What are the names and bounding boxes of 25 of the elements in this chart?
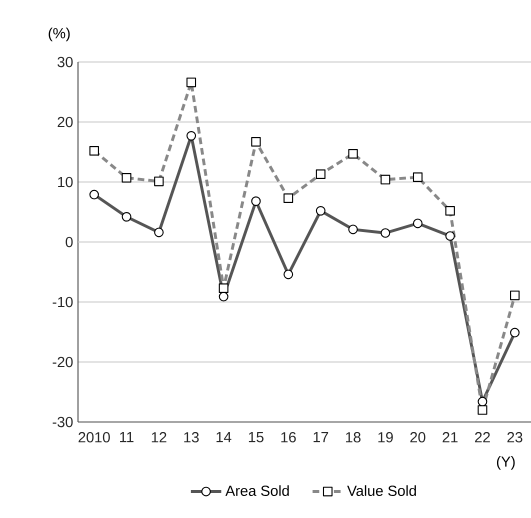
- x-tick-label: 16: [281, 432, 296, 442]
- y-tick-label: -10: [52, 296, 73, 308]
- x-tick-label: 22: [475, 432, 490, 442]
- x-tick-label: 18: [346, 432, 361, 442]
- x-tick-label: 23: [507, 432, 522, 442]
- y-tick-label: 20: [58, 116, 73, 128]
- x-tick-label: 13: [184, 432, 199, 442]
- y-tick-label: -30: [52, 416, 73, 428]
- y-axis-title: (%): [48, 28, 70, 42]
- x-tick-label: 15: [248, 432, 264, 442]
- x-tick-label: 2010: [78, 432, 110, 442]
- x-tick-label: 14: [216, 432, 232, 442]
- x-axis-title: (Y): [496, 456, 515, 470]
- x-tick-label: 11: [120, 432, 134, 442]
- y-tick-label: 10: [58, 176, 73, 188]
- x-tick-label: 20: [410, 432, 426, 442]
- x-tick-label: 21: [442, 432, 458, 442]
- y-tick-label: -20: [52, 356, 73, 368]
- legend-label: Area Sold: [225, 485, 289, 496]
- legend-label: Value Sold: [347, 485, 416, 496]
- x-tick-label: 12: [152, 432, 166, 442]
- x-tick-label: 17: [314, 432, 328, 442]
- x-tick-label: 19: [378, 432, 393, 442]
- y-tick-label: 0: [66, 236, 73, 248]
- y-tick-label: 30: [58, 56, 73, 68]
